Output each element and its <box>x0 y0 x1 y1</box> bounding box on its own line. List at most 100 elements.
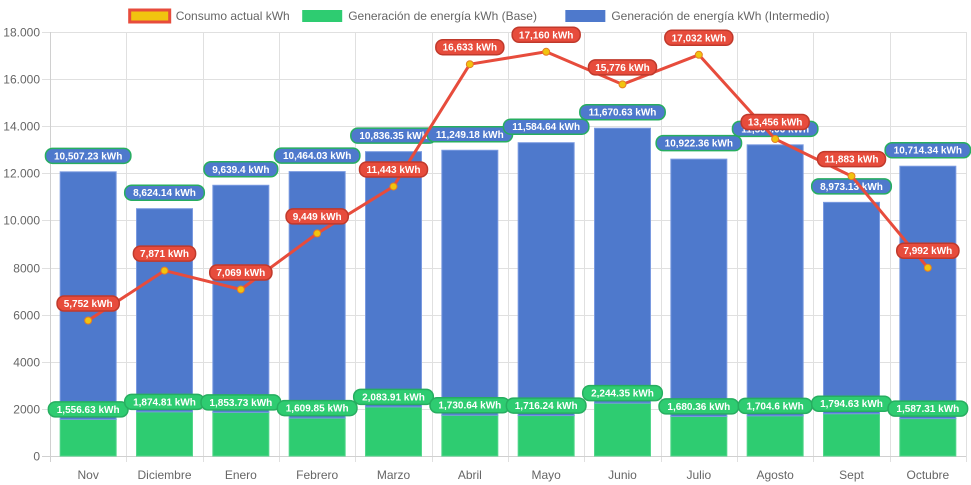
data-label-intermedio-text: 8,973.13 kWh <box>820 182 883 193</box>
consumption-point <box>160 266 169 275</box>
bar-base <box>670 415 728 457</box>
data-label-consumo-bg <box>740 113 810 131</box>
x-tick-label: Octubre <box>906 468 949 482</box>
bar-base <box>746 415 804 457</box>
consumption-point <box>313 229 322 238</box>
bar-base <box>136 411 193 457</box>
data-label-intermedio-bg <box>655 134 743 152</box>
bar-base <box>594 402 651 457</box>
data-label-base-bg <box>581 384 664 402</box>
data-label-base-text: 2,244.35 kWh <box>591 389 654 400</box>
data-label-intermedio: 11,670.63 kWh <box>579 103 666 121</box>
consumption-line-path <box>87 50 929 322</box>
bar-base <box>365 406 422 457</box>
data-label-intermedio-bg <box>273 147 361 164</box>
data-label-base-text: 1,704.6 kWh <box>747 401 804 412</box>
bar-base <box>441 414 499 457</box>
bar-base <box>899 418 957 457</box>
bars <box>59 127 957 457</box>
data-label-base-text: 1,587.31 kWh <box>896 404 959 415</box>
data-label-intermedio-bg <box>123 184 206 201</box>
bar-intermedio <box>670 158 728 417</box>
data-label-base-text: 1,794.63 kWh <box>820 399 883 410</box>
x-tick-label: Abril <box>458 468 482 482</box>
data-label-base: 1,716.24 kWh <box>505 397 587 414</box>
bar-intermedio <box>136 208 193 413</box>
data-label-base: 1,556.63 kWh <box>47 401 129 418</box>
bar-intermedio <box>365 151 422 408</box>
data-label-base-text: 2,083.91 kWh <box>362 392 425 403</box>
data-label-consumo-bg <box>56 295 121 312</box>
y-tick-label: 18.000 <box>3 26 40 40</box>
data-label-consumo: 7,992 kWh <box>895 242 960 259</box>
data-label-base-text: 1,680.36 kWh <box>667 402 730 413</box>
data-label-consumo: 7,871 kWh <box>132 245 197 262</box>
data-label-consumo-text: 15,776 kWh <box>595 63 649 74</box>
data-label-base-text: 1,609.85 kWh <box>286 404 349 415</box>
legend-swatch <box>128 8 172 24</box>
legend-label: Consumo actual kWh <box>176 9 290 23</box>
data-label-consumo-bg <box>208 264 273 281</box>
bar-base <box>59 418 117 457</box>
data-label-consumo-bg <box>358 161 429 178</box>
x-tick-label: Febrero <box>296 468 338 482</box>
data-label-consumo-bg <box>587 59 658 76</box>
data-label-intermedio: 11,584.64 kWh <box>502 118 590 135</box>
data-label-base-text: 1,716.24 kWh <box>515 401 578 412</box>
data-label-intermedio-text: 10,714.34 kWh <box>894 146 962 157</box>
data-label-consumo: 11,443 kWh <box>358 161 429 178</box>
consumption-line <box>84 47 932 325</box>
consumption-point <box>465 60 474 69</box>
data-label-consumo-bg <box>816 150 887 168</box>
data-label-consumo-text: 9,449 kWh <box>293 212 342 223</box>
data-label-consumo-text: 5,752 kWh <box>64 299 113 310</box>
data-label-base: 2,083.91 kWh <box>352 388 435 406</box>
legend-item[interactable]: Generación de energía kWh (Base) <box>302 9 537 23</box>
data-label-consumo: 13,456 kWh <box>740 113 810 131</box>
data-label-intermedio-text: 9,639.4 kWh <box>212 165 269 176</box>
consumption-point <box>542 47 551 56</box>
data-label-consumo: 5,752 kWh <box>56 295 121 312</box>
consumption-point <box>236 285 245 294</box>
data-label-intermedio-text: 11,584.64 kWh <box>512 122 580 133</box>
data-label-base: 1,853.73 kWh <box>200 394 282 411</box>
legend-swatch <box>565 10 606 22</box>
line-data-labels: 5,752 kWh 7,871 kWh 7,069 kWh 9,449 kWh 11,4… <box>56 26 960 312</box>
data-label-base-text: 1,853.73 kWh <box>209 398 272 409</box>
legend-label: Generación de energía kWh (Base) <box>348 9 537 23</box>
data-label-intermedio-text: 8,624.14 kWh <box>133 188 196 199</box>
y-tick-label: 12.000 <box>3 167 40 181</box>
data-label-intermedio-text: 10,922.36 kWh <box>665 139 733 150</box>
data-label-intermedio-bg <box>44 147 132 165</box>
data-label-base-bg <box>352 388 435 406</box>
data-label-consumo-text: 17,160 kWh <box>519 30 573 41</box>
data-label-intermedio-bg <box>203 161 279 178</box>
x-tick-label: Enero <box>225 468 257 482</box>
y-tick-label: 4000 <box>13 356 40 370</box>
consumption-point <box>771 135 780 144</box>
data-label-consumo: 16,633 kWh <box>435 38 505 56</box>
data-label-intermedio: 9,639.4 kWh <box>203 161 279 178</box>
data-label-base: 1,874.81 kWh <box>123 393 206 411</box>
data-label-intermedio-text: 10,507.23 kWh <box>54 151 122 162</box>
data-label-consumo-text: 7,992 kWh <box>903 246 952 257</box>
x-tick-label: Mayo <box>531 468 561 482</box>
data-label-consumo-text: 13,456 kWh <box>748 118 802 129</box>
data-label-intermedio-text: 10,464.03 kWh <box>283 151 351 162</box>
legend-item[interactable]: Consumo actual kWh <box>128 8 290 24</box>
data-label-base-bg <box>505 397 587 414</box>
data-label-consumo-bg <box>285 208 350 225</box>
legend-label: Generación de energía kWh (Intermedio) <box>611 9 829 23</box>
data-label-intermedio-text: 11,670.63 kWh <box>589 108 657 119</box>
data-label-consumo-text: 7,871 kWh <box>140 249 189 260</box>
data-label-intermedio-text: 10,836.35 kWh <box>359 131 427 142</box>
grid-lines <box>42 32 967 462</box>
data-label-base-bg <box>887 400 969 417</box>
y-tick-label: 6000 <box>13 309 40 323</box>
data-label-base: 1,609.85 kWh <box>276 399 358 417</box>
data-label-intermedio: 8,973.13 kWh <box>810 178 893 195</box>
legend-swatch <box>302 10 343 22</box>
data-label-base: 2,244.35 kWh <box>581 384 664 402</box>
legend-item[interactable]: Generación de energía kWh (Intermedio) <box>565 9 829 23</box>
data-label-base: 1,704.6 kWh <box>737 397 813 415</box>
